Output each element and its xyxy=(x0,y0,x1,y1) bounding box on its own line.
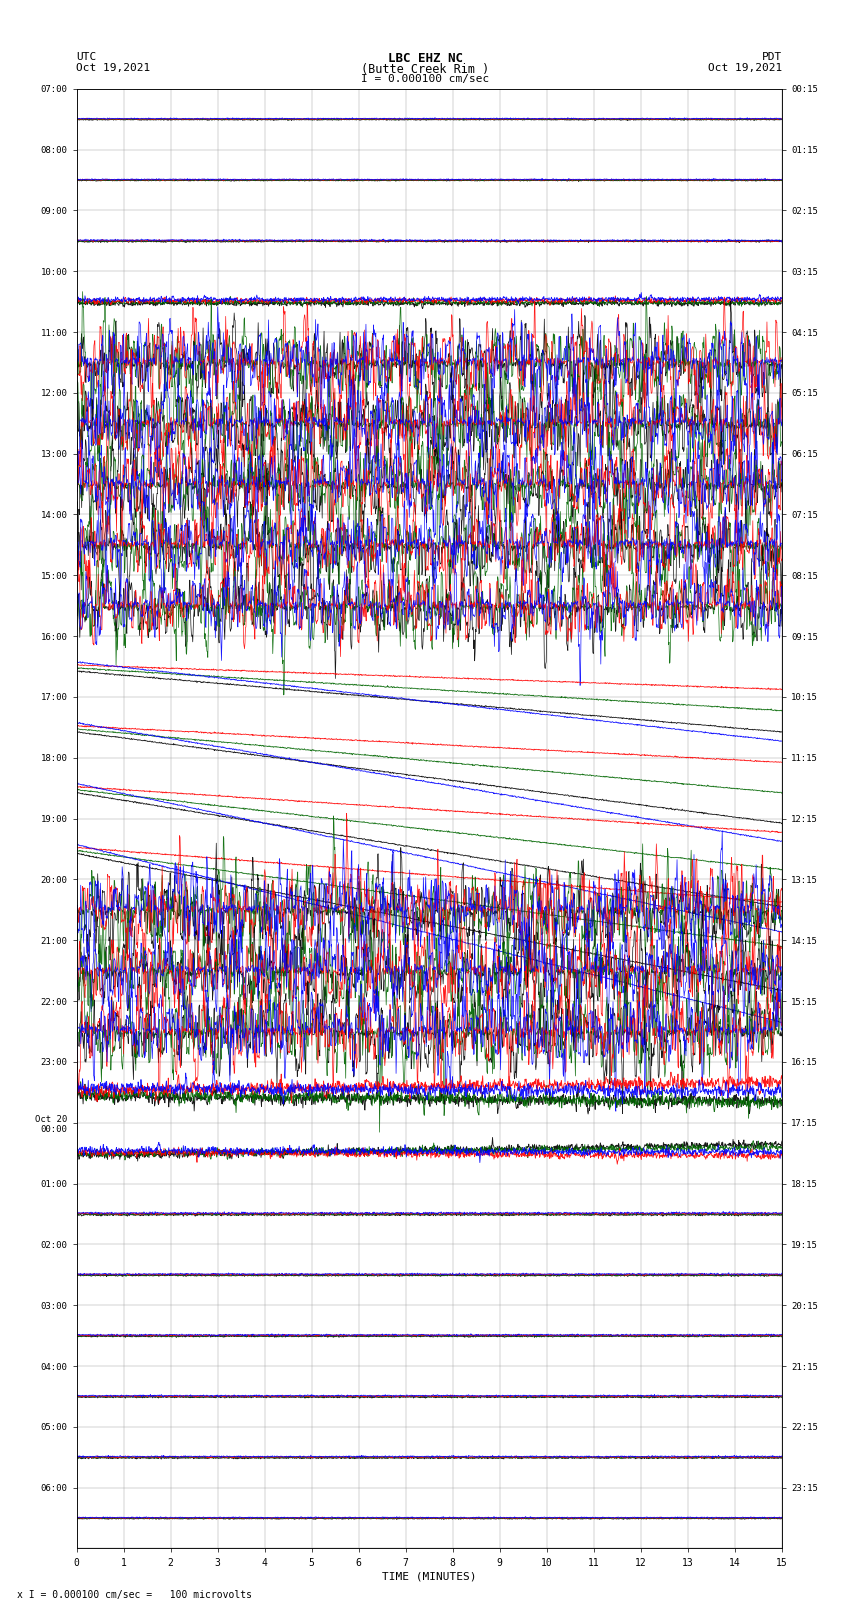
Text: Oct 19,2021: Oct 19,2021 xyxy=(76,63,150,73)
Text: LBC EHZ NC: LBC EHZ NC xyxy=(388,52,462,65)
Text: (Butte Creek Rim ): (Butte Creek Rim ) xyxy=(361,63,489,76)
Text: x I = 0.000100 cm/sec =   100 microvolts: x I = 0.000100 cm/sec = 100 microvolts xyxy=(17,1590,252,1600)
Text: UTC: UTC xyxy=(76,52,97,61)
Text: Oct 19,2021: Oct 19,2021 xyxy=(708,63,782,73)
Text: PDT: PDT xyxy=(762,52,782,61)
X-axis label: TIME (MINUTES): TIME (MINUTES) xyxy=(382,1571,477,1582)
Text: I = 0.000100 cm/sec: I = 0.000100 cm/sec xyxy=(361,74,489,84)
